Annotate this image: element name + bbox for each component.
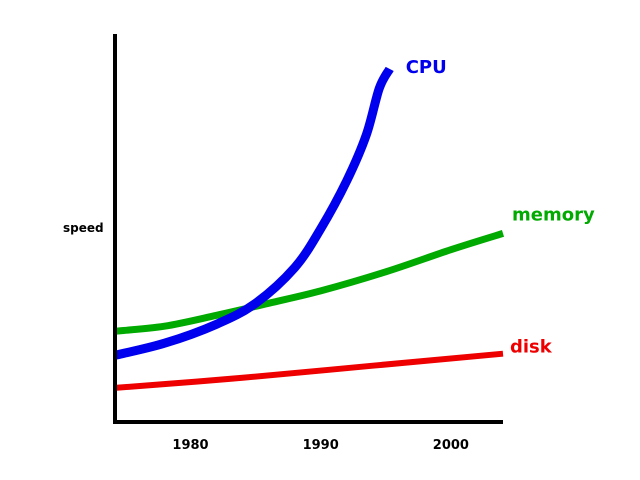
y-axis-label: speed [63,221,104,235]
series-label-disk: disk [510,337,553,358]
series-labels: disk memory CPU [406,57,595,358]
series-label-memory: memory [512,204,595,225]
series-line-memory [114,230,505,335]
x-tick-label-1990: 1990 [303,438,339,453]
series-line-cpu [113,66,394,360]
series-label-cpu: CPU [406,57,447,78]
series-layer [113,66,505,391]
x-tick-labels: 1980 1990 2000 [172,438,469,453]
x-tick-label-1980: 1980 [172,438,208,453]
series-line-disk [114,350,504,391]
x-tick-label-2000: 2000 [433,438,469,453]
axes [113,34,503,424]
